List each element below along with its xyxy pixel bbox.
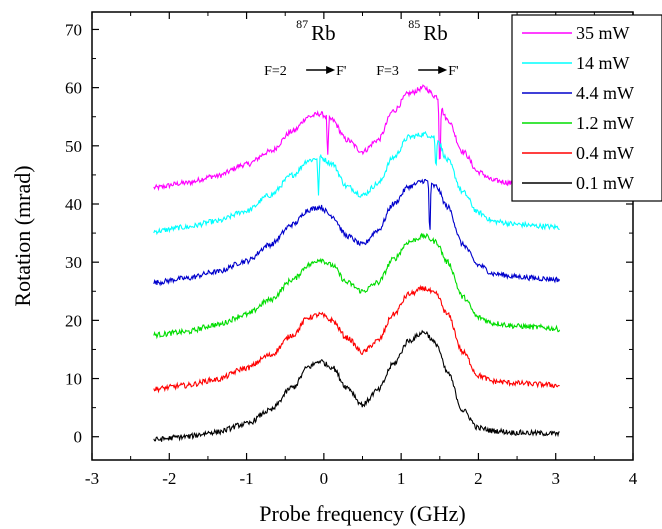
series-line-4 — [153, 284, 560, 394]
annotation-layer: 87 RbF=2 F'85 RbF=3 F' — [264, 17, 458, 79]
legend-box — [511, 14, 662, 202]
x-tick-label: -1 — [239, 469, 253, 488]
legend-label-4: 0.4 mW — [576, 143, 634, 163]
series-line-0 — [153, 84, 561, 192]
annotation-transition-end: F' — [336, 64, 346, 79]
series-layer — [153, 84, 561, 442]
legend-label-3: 1.2 mW — [576, 113, 634, 133]
legend-label-1: 14 mW — [576, 53, 630, 73]
y-tick-label: 10 — [65, 370, 82, 389]
x-tick-label: 1 — [397, 469, 406, 488]
annotation-transition-start: F=2 — [264, 64, 287, 79]
annotation-transition-start: F=3 — [376, 64, 399, 79]
annotation-isotope-number: 87 — [296, 17, 308, 31]
series-line-3 — [153, 232, 561, 340]
series-line-5 — [153, 329, 560, 442]
x-tick-label: 4 — [629, 469, 638, 488]
x-tick-label: 2 — [474, 469, 483, 488]
y-tick-label: 40 — [65, 195, 82, 214]
y-axis-title: Rotation (mrad) — [10, 165, 35, 306]
series-line-2 — [153, 178, 561, 287]
annotation-arrow-head — [438, 66, 448, 74]
x-axis-title: Probe frequency (GHz) — [259, 501, 465, 526]
y-tick-label: 0 — [74, 428, 83, 447]
x-tick-label: 3 — [551, 469, 560, 488]
x-tick-label: 0 — [320, 469, 329, 488]
legend: 35 mW 14 mW 4.4 mW 1.2 mW 0.4 mW 0.1 mW — [511, 14, 662, 202]
annotation-isotope-number: 85 — [408, 17, 420, 31]
legend-label-5: 0.1 mW — [576, 173, 634, 193]
annotation-isotope-label: Rb — [311, 21, 336, 45]
series-line-1 — [153, 130, 560, 236]
annotation-transition-end: F' — [448, 64, 458, 79]
x-tick-label: -3 — [85, 469, 99, 488]
legend-label-2: 4.4 mW — [576, 83, 634, 103]
y-tick-label: 70 — [65, 20, 82, 39]
y-tick-label: 60 — [65, 79, 82, 98]
x-tick-label: -2 — [162, 469, 176, 488]
legend-label-0: 35 mW — [576, 23, 630, 43]
y-tick-label: 50 — [65, 137, 82, 156]
y-tick-label: 20 — [65, 311, 82, 330]
annotation-isotope-label: Rb — [423, 21, 448, 45]
annotation-1: 85 Rb F=3 F' — [376, 17, 458, 79]
annotation-arrow-head — [326, 66, 336, 74]
annotation-0: 87 Rb F=2 F' — [264, 17, 346, 79]
y-tick-label: 30 — [65, 253, 82, 272]
